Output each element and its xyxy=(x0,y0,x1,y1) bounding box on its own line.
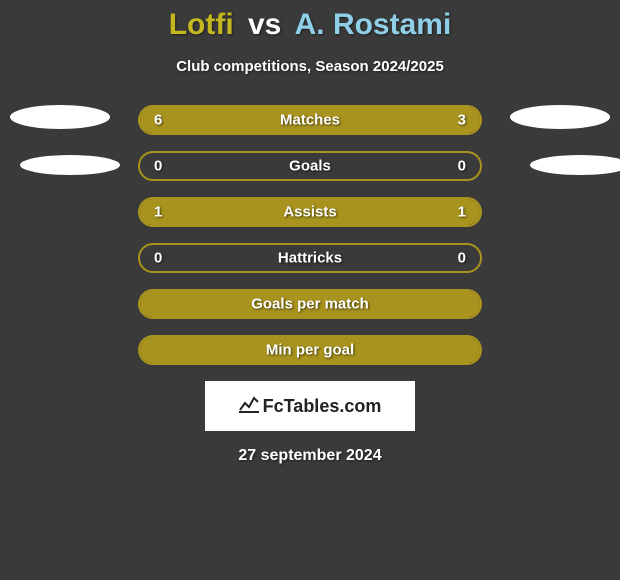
stat-value-left: 0 xyxy=(154,158,162,175)
stat-value-left: 0 xyxy=(154,250,162,267)
player2-avatar-placeholder xyxy=(510,105,610,129)
stat-row: 0 Hattricks 0 xyxy=(138,243,482,273)
player2-avatar-placeholder-2 xyxy=(530,155,620,175)
stat-value-right: 0 xyxy=(458,158,466,175)
stat-value-right: 0 xyxy=(458,250,466,267)
title-vs: vs xyxy=(248,8,281,41)
player1-avatar-placeholder-2 xyxy=(20,155,120,175)
player1-avatar-placeholder xyxy=(10,105,110,129)
stat-row: 6 Matches 3 xyxy=(138,105,482,135)
stat-rows: 6 Matches 3 0 Goals 0 1 Assists 1 0 Hattricks 0 Goal… xyxy=(138,105,482,365)
comparison-card: Lotfi vs A. Rostami Club competitions, S… xyxy=(0,0,620,580)
stat-value-right: 3 xyxy=(458,112,466,129)
stat-label: Hattricks xyxy=(278,250,342,267)
stat-label: Goals xyxy=(289,158,331,175)
stat-row: 1 Assists 1 xyxy=(138,197,482,227)
title-player1: Lotfi xyxy=(169,8,234,41)
stat-label: Matches xyxy=(280,112,340,129)
footer-logo[interactable]: FcTables.com xyxy=(205,381,415,431)
stat-label: Assists xyxy=(283,204,336,221)
stat-row: 0 Goals 0 xyxy=(138,151,482,181)
stat-row: Goals per match xyxy=(138,289,482,319)
page-title: Lotfi vs A. Rostami xyxy=(0,8,620,42)
logo-icon xyxy=(239,395,259,418)
stat-value-left: 1 xyxy=(154,204,162,221)
stat-label: Min per goal xyxy=(266,342,354,359)
title-player2: A. Rostami xyxy=(295,8,452,41)
footer-logo-text: FcTables.com xyxy=(263,396,382,417)
stats-area: 6 Matches 3 0 Goals 0 1 Assists 1 0 Hattricks 0 Goal… xyxy=(0,105,620,365)
stat-row: Min per goal xyxy=(138,335,482,365)
footer-date: 27 september 2024 xyxy=(0,447,620,465)
stat-value-right: 1 xyxy=(458,204,466,221)
subtitle: Club competitions, Season 2024/2025 xyxy=(0,58,620,75)
stat-label: Goals per match xyxy=(251,296,369,313)
stat-value-left: 6 xyxy=(154,112,162,129)
